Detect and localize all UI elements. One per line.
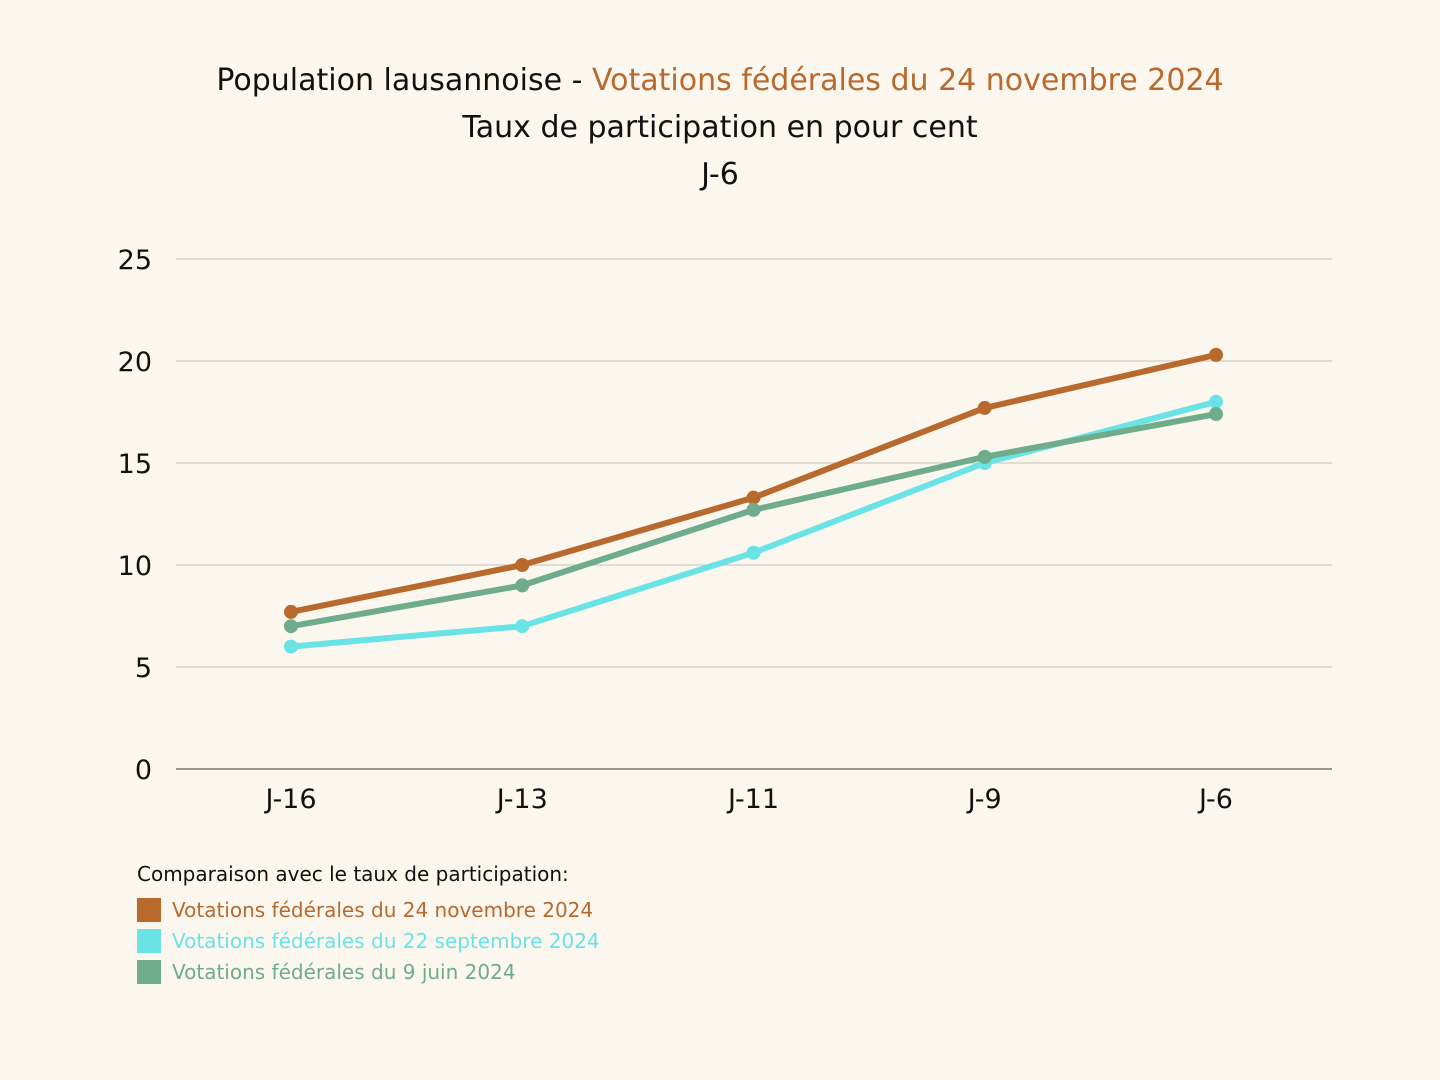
series-line — [288, 411, 1219, 630]
x-tick-label: J-11 — [726, 784, 779, 815]
legend-item: Votations fédérales du 9 juin 2024 — [137, 956, 600, 987]
x-tick-label: J-13 — [495, 784, 548, 815]
x-tick-label: J-16 — [263, 784, 316, 815]
y-axis-ticks: 0 5 10 15 20 25 — [118, 245, 152, 786]
data-point — [284, 639, 298, 654]
data-point — [284, 604, 298, 619]
legend-swatch — [137, 959, 161, 984]
y-tick-label: 5 — [135, 653, 152, 684]
data-point — [515, 619, 530, 634]
data-point — [515, 558, 530, 572]
data-point — [977, 400, 992, 415]
legend-label: Votations fédérales du 24 novembre 2024 — [172, 897, 594, 922]
legend-label: Votations fédérales du 22 septembre 2024 — [172, 928, 600, 953]
data-point — [284, 619, 298, 634]
series-1 — [284, 347, 1223, 619]
legend-swatch — [137, 897, 161, 922]
chart-day-label: J-6 — [701, 157, 739, 192]
legend-label: Votations fédérales du 9 juin 2024 — [172, 959, 516, 984]
chart-subtitle: Taux de participation en pour cent — [462, 110, 978, 145]
gridlines — [176, 258, 1332, 770]
data-point — [515, 578, 530, 593]
data-point — [1209, 394, 1223, 409]
legend-item: Votations fédérales du 22 septembre 2024 — [137, 925, 600, 956]
y-tick-label: 25 — [118, 245, 152, 276]
title-prefix: Population lausannoise - — [216, 63, 592, 98]
legend: Comparaison avec le taux de participatio… — [137, 862, 600, 987]
x-tick-label: J-9 — [966, 784, 1002, 815]
x-tick-label: J-6 — [1197, 784, 1233, 815]
data-series — [284, 347, 1223, 654]
legend-item: Votations fédérales du 24 novembre 2024 — [137, 894, 600, 925]
data-point — [977, 449, 992, 464]
y-tick-label: 0 — [135, 755, 152, 786]
legend-swatch — [137, 928, 161, 953]
y-tick-label: 10 — [118, 551, 152, 582]
series-3 — [284, 407, 1223, 634]
data-point — [746, 490, 761, 505]
data-point — [746, 502, 761, 517]
data-point — [1209, 407, 1223, 422]
legend-title: Comparaison avec le taux de participatio… — [137, 862, 569, 886]
chart-title: Population lausannoise - Votations fédér… — [0, 63, 1440, 98]
data-point — [1209, 347, 1223, 362]
series-2 — [284, 394, 1223, 654]
title-highlight: Votations fédérales du 24 novembre 2024 — [591, 63, 1224, 98]
y-tick-label: 20 — [118, 347, 152, 378]
data-point — [746, 545, 761, 560]
x-axis-ticks: J-16 J-13 J-11 J-9 J-6 — [263, 784, 1233, 815]
legend-items: Votations fédérales du 24 novembre 2024 V… — [137, 894, 600, 987]
series-line — [288, 351, 1219, 615]
y-tick-label: 15 — [118, 449, 152, 480]
